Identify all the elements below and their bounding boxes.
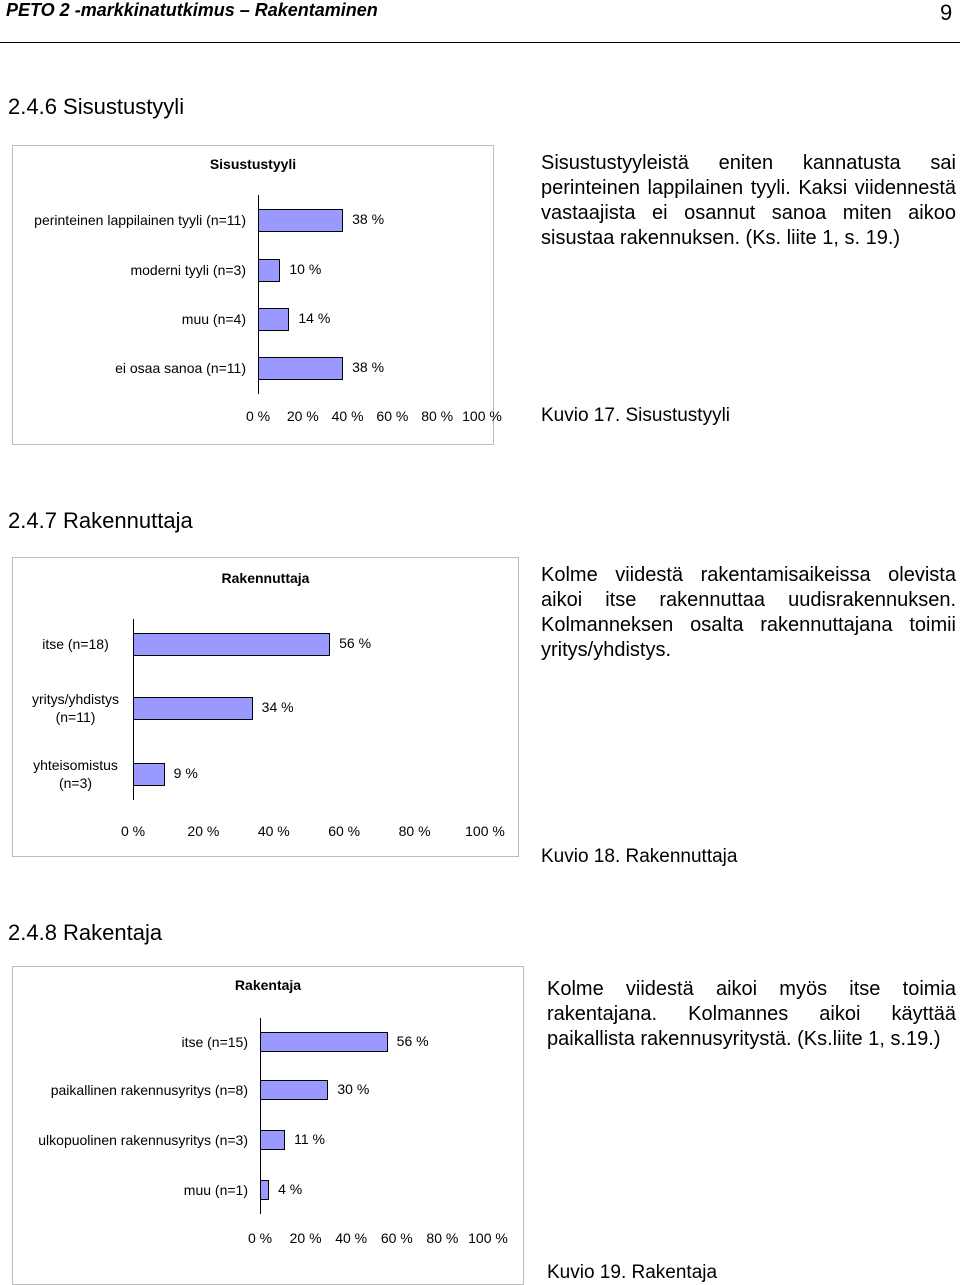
chart-category-label: itse (n=18) xyxy=(42,636,109,652)
chart-data-label: 4 % xyxy=(278,1181,303,1197)
section-heading-rakentaja: 2.4.8 Rakentaja xyxy=(8,920,163,945)
chart-category-label: ulkopuolinen rakennusyritys (n=3) xyxy=(38,1132,248,1148)
chart-tick-label: 20 % xyxy=(286,408,319,424)
chart-tick-label: 80 % xyxy=(398,823,431,839)
chart-data-label: 14 % xyxy=(298,310,331,326)
figure-caption: Kuvio 19. Rakentaja xyxy=(547,1262,718,1283)
chart-category-label: yritys/yhdistys (n=11) xyxy=(31,691,120,725)
chart-tick-label: 40 % xyxy=(335,1230,368,1246)
chart-bar xyxy=(133,696,253,720)
chart-tick-label: 20 % xyxy=(289,1230,322,1246)
section-paragraph: Kolme viidestä aikoi myös itse toimia ra… xyxy=(547,978,956,1050)
chart-category-label: paikallinen rakennusyritys (n=8) xyxy=(50,1082,248,1098)
chart-tick-label: 80 % xyxy=(426,1230,459,1246)
chart-bar xyxy=(258,307,290,331)
section-paragraph: Kolme viidestä rakentamisaikeissa olevis… xyxy=(541,564,956,661)
page-number: 9 xyxy=(940,0,953,25)
chart-tick-label: 60 % xyxy=(328,823,361,839)
chart-bar xyxy=(258,258,281,282)
chart-bar xyxy=(260,1032,388,1052)
chart-bar xyxy=(260,1080,329,1100)
chart-tick-label: 40 % xyxy=(257,823,290,839)
chart-data-label: 30 % xyxy=(337,1081,370,1097)
chart-data-label: 10 % xyxy=(289,261,322,277)
chart-title: Rakennuttaja xyxy=(221,570,310,586)
chart-data-label: 38 % xyxy=(352,211,385,227)
chart-category-label: muu (n=4) xyxy=(181,311,246,327)
chart-bar xyxy=(133,762,165,786)
chart-bar xyxy=(258,208,344,232)
header-rule xyxy=(0,42,960,43)
chart-frame-rakennuttaja: Rakennuttaja xyxy=(12,557,519,857)
section-paragraph: Sisustustyyleistä eniten kannatusta sai … xyxy=(541,152,956,249)
chart-category-label: muu (n=1) xyxy=(183,1182,248,1198)
chart-tick-label: 0 % xyxy=(245,408,271,424)
chart-tick-label: 60 % xyxy=(380,1230,413,1246)
chart-tick-label: 100 % xyxy=(468,1230,508,1246)
chart-tick-label: 80 % xyxy=(421,408,454,424)
chart-tick-label: 100 % xyxy=(465,823,505,839)
chart-category-label: yhteisomistus (n=3) xyxy=(33,757,118,791)
chart-data-label: 34 % xyxy=(261,699,294,715)
chart-category-label: ei osaa sanoa (n=11) xyxy=(115,360,246,376)
chart-bar xyxy=(258,356,344,380)
chart-tick-label: 60 % xyxy=(376,408,409,424)
chart-data-label: 56 % xyxy=(396,1033,429,1049)
figure-caption: Kuvio 18. Rakennuttaja xyxy=(541,846,738,867)
chart-title: Sisustustyyli xyxy=(209,156,297,172)
section-heading-rakennuttaja: 2.4.7 Rakennuttaja xyxy=(8,508,193,533)
chart-tick-label: 40 % xyxy=(331,408,364,424)
chart-frame-sisustustyyli: Sisustustyyli xyxy=(12,145,494,445)
chart-bar xyxy=(133,632,331,656)
chart-data-label: 38 % xyxy=(352,359,385,375)
chart-tick-label: 100 % xyxy=(462,408,502,424)
section-heading-sisustustyyli: 2.4.6 Sisustustyyli xyxy=(8,94,185,119)
chart-tick-label: 0 % xyxy=(120,823,146,839)
figure-caption: Kuvio 17. Sisustustyyli xyxy=(541,405,731,426)
chart-data-label: 9 % xyxy=(173,765,198,781)
chart-bar xyxy=(260,1180,270,1200)
chart-category-label: moderni tyyli (n=3) xyxy=(130,262,246,278)
chart-category-label: perinteinen lappilainen tyyli (n=11) xyxy=(34,212,246,228)
chart-data-label: 11 % xyxy=(294,1131,325,1147)
chart-data-label: 56 % xyxy=(339,635,372,651)
chart-axis-line xyxy=(260,1018,261,1214)
document-header-title: PETO 2 -markkinatutkimus – Rakentaminen xyxy=(6,0,378,20)
chart-tick-label: 20 % xyxy=(187,823,220,839)
chart-tick-label: 0 % xyxy=(247,1230,273,1246)
chart-bar xyxy=(260,1130,286,1150)
chart-title: Rakentaja xyxy=(234,977,302,993)
chart-category-label: itse (n=15) xyxy=(181,1034,248,1050)
chart-axis-line xyxy=(258,194,259,394)
